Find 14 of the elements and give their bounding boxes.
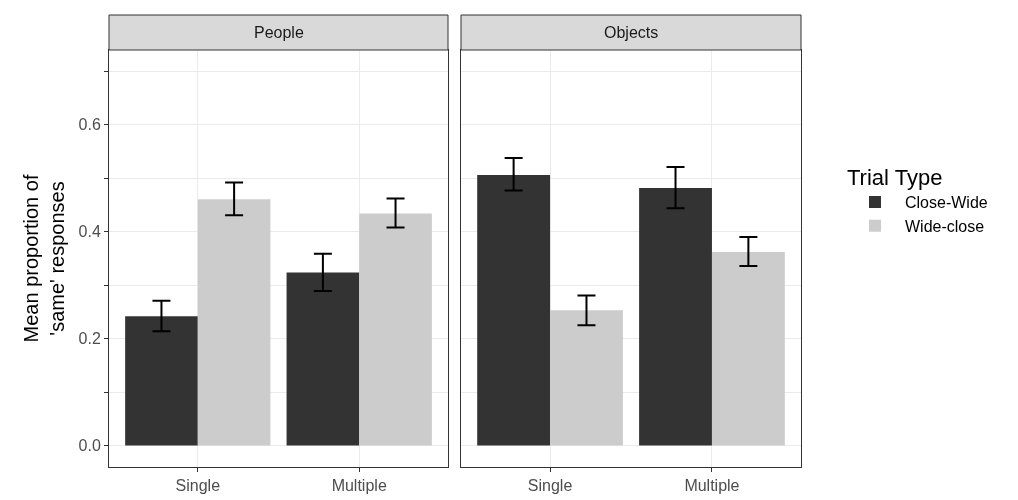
y-axis-title: Mean proportion of 'same' responses [20, 174, 69, 343]
y-tick-label: 0.2 [78, 330, 101, 348]
legend-label: Close-Wide [905, 194, 988, 212]
y-tick-label: 0.0 [78, 437, 101, 455]
y-tick-label: 0.4 [78, 223, 101, 241]
x-tick-label: Single [527, 477, 573, 495]
x-tick-label: Multiple [331, 477, 387, 495]
x-tick-label: Multiple [684, 477, 740, 495]
chart-title: Objects [604, 24, 659, 41]
y-tick-label: 0.6 [78, 116, 101, 134]
x-tick-label: Single [175, 477, 221, 495]
legend-label: Wide-close [905, 218, 985, 236]
chart-title: People [254, 24, 304, 41]
legend-title: Trial Type [847, 165, 943, 191]
